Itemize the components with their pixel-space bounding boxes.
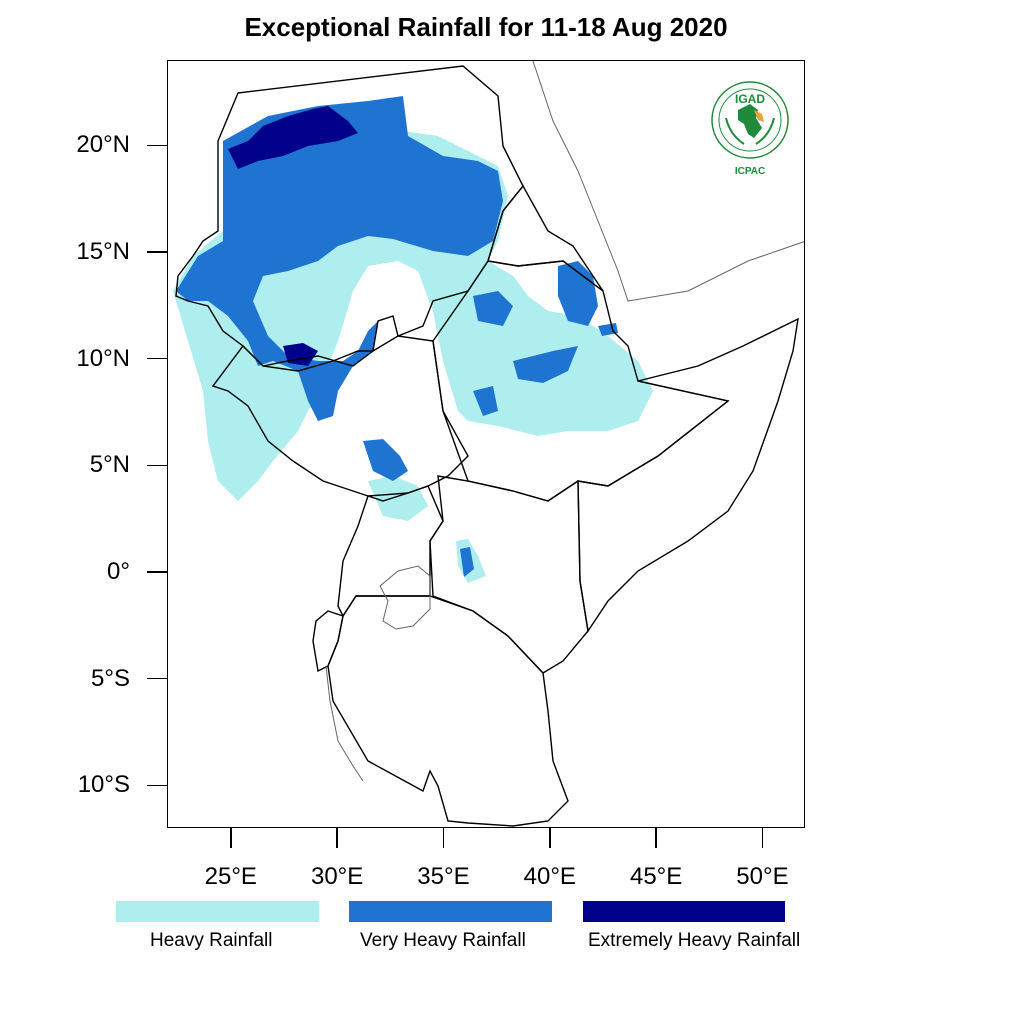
- igad-emblem-icon: [711, 81, 789, 159]
- logo-bottom-text: ICPAC: [734, 166, 766, 177]
- eritrea-outline: [487, 184, 604, 292]
- lon-tick-label: 50°E: [736, 863, 789, 890]
- lat-tick-label: 5°N: [89, 451, 130, 479]
- heavy-rainfall-south: [368, 476, 428, 521]
- lake-victoria: [379, 565, 431, 630]
- legend-label-very-heavy: Very Heavy Rainfall: [360, 930, 526, 951]
- legend-label-extremely-heavy: Extremely Heavy Rainfall: [588, 930, 801, 951]
- lat-tick-mark: [147, 144, 167, 147]
- lat-tick-mark: [147, 784, 167, 787]
- very-heavy-rainfall-south-sudan: [363, 439, 408, 481]
- lake-tanganyika: [325, 665, 364, 782]
- lat-tick-label: 10°N: [76, 344, 130, 372]
- tanzania-outline: [327, 595, 569, 827]
- legend-swatch-extremely-heavy: [583, 901, 785, 922]
- lon-tick-label: 30°E: [310, 863, 364, 890]
- very-heavy-rainfall-ethiopia-west: [473, 291, 513, 326]
- lon-tick-mark: [549, 828, 551, 848]
- lat-tick-mark: [147, 464, 167, 467]
- lat-tick-label: 5°S: [91, 664, 130, 692]
- lat-tick-mark: [147, 251, 167, 253]
- country-borders: [175, 65, 799, 827]
- lon-tick-label: 45°E: [629, 863, 683, 890]
- lon-tick-label: 35°E: [417, 863, 470, 890]
- lon-tick-mark: [761, 828, 764, 848]
- lat-tick-mark: [147, 677, 167, 680]
- legend-swatch-heavy: [116, 901, 319, 922]
- very-heavy-rainfall-area: [176, 96, 503, 421]
- lat-tick-label: 0°: [107, 558, 130, 585]
- igad-icpac-logo: IGAD ICPAC: [708, 80, 792, 180]
- lat-tick-label: 10°S: [77, 771, 130, 799]
- lon-tick-label: 40°E: [523, 863, 576, 890]
- very-heavy-rainfall-ethiopia-south: [473, 386, 498, 416]
- very-heavy-rainfall-kenya: [460, 547, 474, 577]
- rainfall-areas: [173, 96, 653, 583]
- lon-tick-mark: [442, 828, 445, 848]
- very-heavy-rainfall-ethiopia-north: [558, 261, 598, 326]
- very-heavy-rainfall-djibouti: [598, 323, 618, 336]
- kenya-outline: [429, 475, 589, 674]
- rainfall-map: [173, 61, 804, 827]
- lat-tick-mark: [147, 357, 167, 360]
- lat-tick-label: 15°N: [76, 238, 130, 265]
- legend-label-heavy: Heavy Rainfall: [150, 930, 273, 951]
- lon-tick-mark: [655, 828, 657, 848]
- rwanda-burundi-outline: [312, 610, 344, 673]
- legend-swatch-very-heavy: [349, 901, 552, 922]
- lon-tick-mark: [230, 828, 232, 848]
- very-heavy-rainfall-ethiopia-central: [513, 346, 578, 383]
- lat-tick-mark: [147, 571, 167, 573]
- lon-tick-mark: [336, 828, 338, 848]
- extremely-heavy-rainfall-area: [228, 106, 358, 169]
- map-frame: [167, 60, 805, 828]
- somalia-outline: [577, 317, 799, 633]
- lat-tick-label: 20°N: [76, 131, 130, 159]
- lon-tick-label: 25°E: [204, 863, 257, 890]
- lakes-and-coasts: [325, 61, 804, 782]
- logo-top-text: IGAD: [735, 92, 765, 106]
- map-title: Exceptional Rainfall for 11-18 Aug 2020: [244, 12, 728, 42]
- red-sea-coast-east: [532, 61, 804, 302]
